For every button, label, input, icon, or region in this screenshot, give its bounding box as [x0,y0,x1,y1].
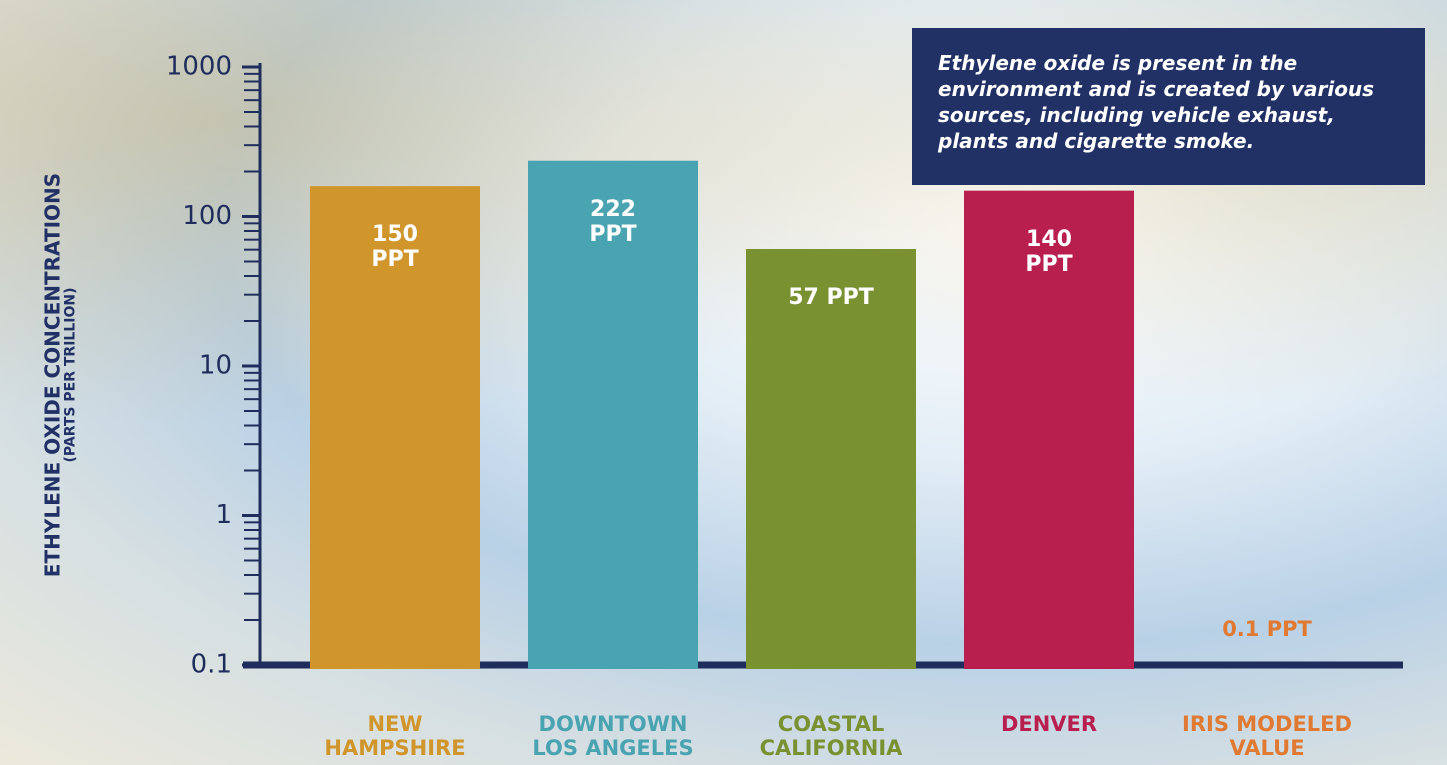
bar [750,253,912,665]
annotation: Ethylene oxide is present in the environ… [912,28,1425,185]
value-label: 57 PPT [781,285,881,310]
y-tick-label: 0.1 [191,650,232,680]
y-tick-label: 10 [199,351,232,381]
value-label: 140 PPT [999,227,1099,278]
y-label: ETHYLENE OXIDE CONCENTRATIONS [41,173,63,577]
y-tick-label: 100 [182,201,232,231]
y-tick-label: 1 [215,500,232,530]
x-tick-label: IRIS MODELED VALUE [1167,712,1367,760]
y-axis-title: ETHYLENE OXIDE CONCENTRATIONS (PARTS PER… [41,173,78,577]
x-tick-label: COASTAL CALIFORNIA [731,712,931,760]
y-tick-label: 1000 [166,52,232,82]
chart: 0.1 1 10 100 1000 Ethylene oxide is present … [0,0,1447,765]
value-label: 222 PPT [563,197,663,248]
x-tick-label: NEW HAMPSHIRE [295,712,495,760]
value-label: 0.1 PPT [1167,617,1367,641]
y-sublabel: (PARTS PER TRILLION) [63,173,78,577]
x-tick-label: DENVER [949,712,1149,736]
value-label: 150 PPT [345,222,445,273]
x-tick-label: DOWNTOWN LOS ANGELES [513,712,713,760]
